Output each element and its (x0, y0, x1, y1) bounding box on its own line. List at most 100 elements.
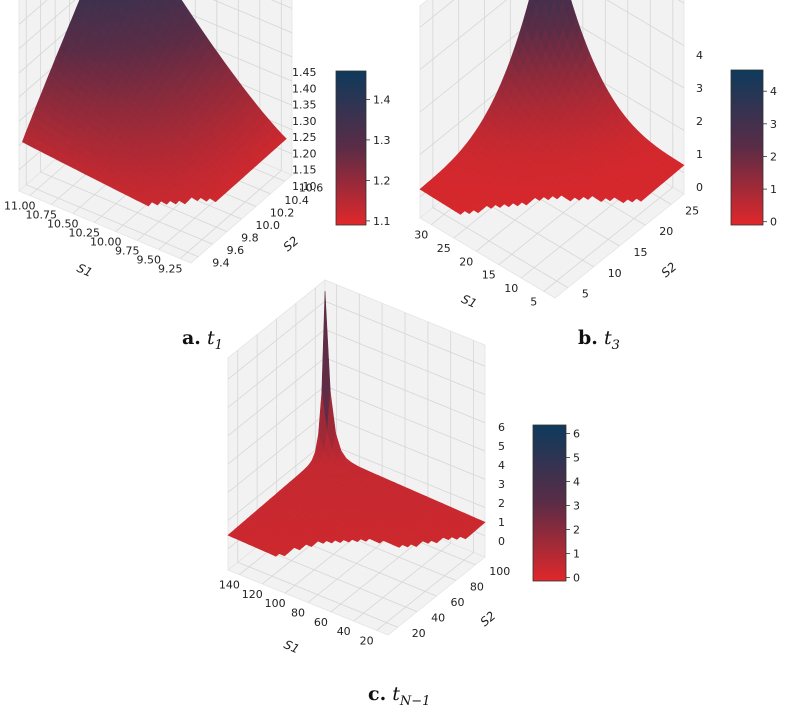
grid-line (432, 0, 569, 288)
x-tick-label: 11.00 (4, 200, 36, 213)
colorbar-tick-label: 1.3 (373, 134, 391, 147)
x-tick-label: 120 (242, 588, 263, 601)
y-tick-label: 100 (489, 565, 510, 578)
grid-line (54, 0, 228, 232)
surface-facet (393, 541, 403, 548)
grid-line (237, 350, 398, 628)
surface-facet (451, 533, 461, 540)
surface-facet (459, 533, 470, 540)
colorbar-tick-label: 4 (573, 475, 580, 488)
surface-facet (317, 537, 327, 544)
x-tick-label: 40 (337, 625, 351, 638)
z-tick-label: 6 (498, 421, 505, 434)
surface-facet (582, 192, 593, 200)
surface-facet (422, 537, 432, 544)
z-tick-label: 1.45 (292, 66, 317, 79)
surface-facet (627, 195, 638, 203)
colorbar-tick-label: 0 (770, 216, 777, 229)
surface-plot-tN-1: 20406080100120140204060801000123456S1S20… (219, 279, 580, 656)
x-axis-label: S1 (75, 261, 95, 280)
colorbar-tick-label: 1.1 (373, 215, 391, 228)
surface-facet (565, 194, 576, 202)
surface-facet (442, 534, 453, 541)
colorbar-tick-label: 1 (573, 547, 580, 560)
surface-plot-t3: 5 10 15 20 25 30 5 10 15 20 25 0 1 2 3 4 S1 S2 0 1 2 3 4 (414, 0, 777, 311)
surface-facet (543, 192, 554, 201)
y-tick-label: 10.0 (256, 219, 281, 232)
x-tick-label: 10.00 (90, 236, 122, 249)
grid-line (376, 340, 475, 631)
z-tick-label: 5 (498, 440, 505, 453)
z-tick-label: 1.25 (292, 131, 317, 144)
surface-facet (169, 196, 180, 205)
y-tick-label: 5 (582, 288, 589, 301)
y-tick-label: 10.4 (284, 194, 309, 207)
y-tick-label: 9.4 (212, 257, 230, 270)
z-tick-label: 3 (696, 82, 703, 95)
z-tick-label: 1.15 (292, 164, 317, 177)
surface-facet (473, 206, 483, 214)
x-tick-label: 20 (459, 255, 473, 268)
y-tick-label: 25 (685, 204, 699, 217)
colorbar-tick-label: 0 (573, 571, 580, 584)
grid-line (353, 331, 452, 622)
surface-facet (278, 550, 289, 557)
surface-facet (521, 198, 532, 206)
grid-line (25, 0, 199, 258)
colorbar-tick-label: 2 (770, 151, 777, 164)
surface (227, 290, 486, 557)
x-tick-label: 10.25 (69, 227, 101, 240)
y-tick-label: 20 (659, 225, 673, 238)
surface-facet (351, 536, 362, 543)
x-tick-label: 25 (437, 242, 451, 255)
x-tick-label: 9.25 (158, 263, 183, 276)
surface-facet (401, 541, 412, 548)
x-tick-label: 60 (314, 616, 328, 629)
x-tick-label: 100 (265, 597, 286, 610)
x-tick-label: 20 (360, 634, 374, 647)
z-tick-label: 1.35 (292, 99, 317, 112)
surface-facet (305, 541, 316, 547)
grid-line (18, 0, 293, 74)
x-tick-label: 9.50 (137, 254, 162, 267)
x-tick-label: 140 (219, 579, 240, 592)
x-tick-label: 30 (414, 229, 428, 242)
z-tick-label: 0 (498, 535, 505, 548)
surface-facet (552, 191, 562, 200)
x-tick-label: 10.50 (47, 218, 79, 231)
surface-facet (325, 537, 336, 544)
z-tick-label: 4 (498, 459, 505, 472)
surface-facet (374, 537, 384, 544)
grid-line (40, 0, 213, 245)
z-tick-label: 1.10 (292, 180, 317, 193)
colorbar-tick-label: 2 (573, 523, 580, 536)
y-tick-label: 20 (412, 627, 426, 640)
surface-facet (618, 196, 629, 204)
surface-facet (503, 199, 514, 208)
surface-facet (486, 201, 497, 209)
x-tick-label: 10.75 (26, 209, 58, 222)
surface-facet (464, 206, 475, 214)
x-tick-label: 10 (504, 282, 518, 295)
colorbar-tick-label: 1.4 (373, 93, 391, 106)
y-tick-label: 9.6 (227, 244, 245, 257)
z-tick-label: 1 (696, 148, 703, 161)
y-tick-label: 40 (431, 612, 445, 625)
colorbar (532, 424, 567, 582)
y-axis-label: S2 (478, 609, 499, 630)
grid-line (180, 0, 282, 259)
y-tick-label: 10 (608, 267, 622, 280)
x-tick-label: 9.75 (115, 245, 140, 258)
colorbar-tick-label: 3 (770, 118, 777, 131)
surface-facet (494, 200, 505, 208)
surface-facet (574, 193, 584, 201)
surface-facet (151, 197, 162, 206)
surface-facet (293, 544, 304, 551)
colorbar (730, 69, 764, 226)
z-tick-label: 1.20 (292, 147, 317, 160)
surface-facet (270, 550, 280, 557)
surface (419, 0, 685, 215)
y-tick-label: 15 (634, 246, 648, 259)
